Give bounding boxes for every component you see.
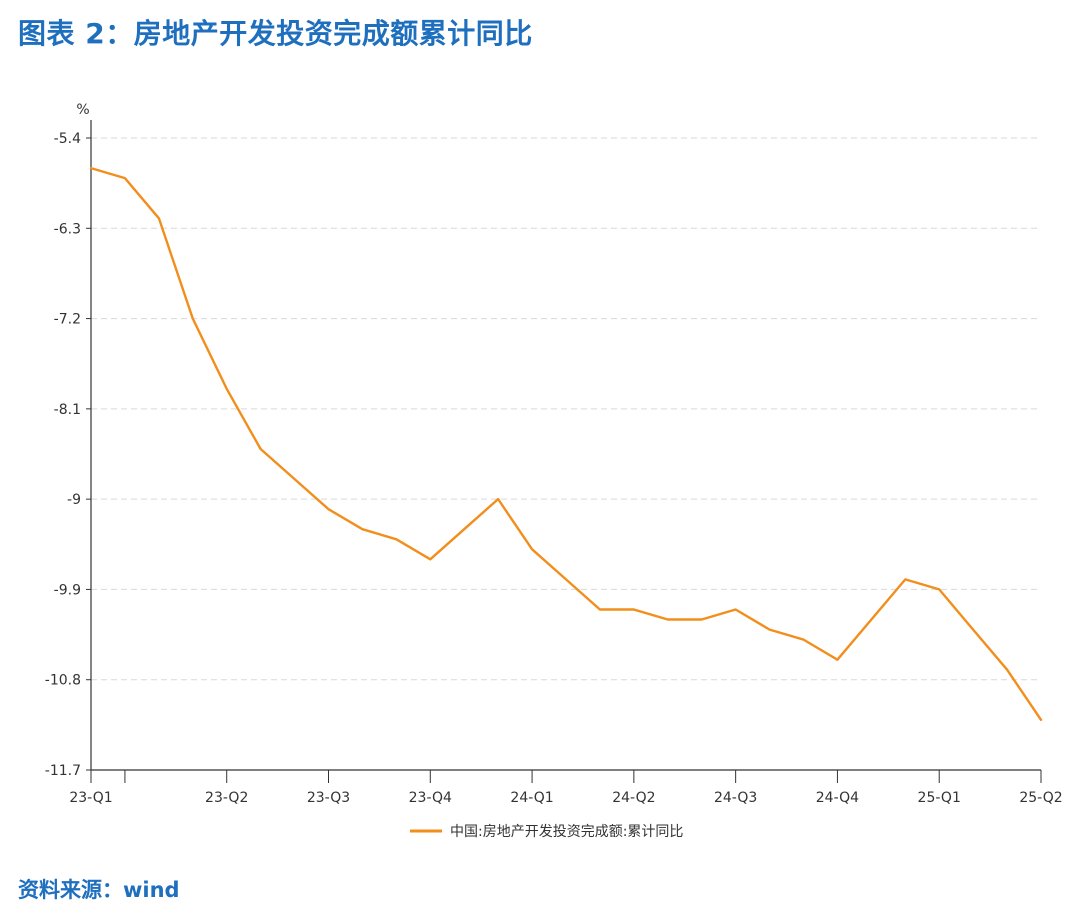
x-tick-label: 25-Q2 — [1019, 790, 1062, 806]
line-chart: -5.4 -6.3 -7.2 -8.1 -9 -9.9 -10.8 -11.7% 23-Q1 23… — [45, 102, 1063, 840]
y-tick-label: -8.1 — [54, 402, 81, 418]
x-tick-label: 23-Q2 — [205, 790, 248, 806]
y-tick-label: -10.8 — [45, 673, 81, 689]
legend: 中国:房地产开发投资完成额:累计同比 — [410, 824, 683, 840]
x-tick-label: 23-Q4 — [409, 790, 452, 806]
y-axis-unit: % — [76, 102, 89, 118]
x-tick-label: 24-Q3 — [714, 790, 757, 806]
x-tick-label: 23-Q1 — [69, 790, 112, 806]
x-tick-label: 24-Q2 — [612, 790, 655, 806]
legend-label: 中国:房地产开发投资完成额:累计同比 — [450, 824, 683, 840]
y-tick-label: -6.3 — [54, 221, 81, 237]
series-layer — [89, 166, 1043, 721]
x-tick-label: 24-Q1 — [510, 790, 553, 806]
x-tick-label: 25-Q1 — [918, 790, 961, 806]
y-tick-label: -11.7 — [45, 763, 81, 779]
axes: -5.4 -6.3 -7.2 -8.1 -9 -9.9 -10.8 -11.7% 23-Q1 23… — [45, 102, 1063, 806]
y-tick-label: -9.9 — [54, 582, 81, 598]
source-note: 资料来源：wind — [18, 878, 180, 902]
grid-lines — [91, 137, 1041, 681]
x-tick-label: 23-Q3 — [307, 790, 350, 806]
y-tick-label: -9 — [67, 492, 81, 508]
x-tick-label: 24-Q4 — [816, 790, 859, 806]
series-line — [89, 166, 1043, 721]
y-tick-label: -7.2 — [54, 312, 81, 328]
page-title: 图表 2：房地产开发投资完成额累计同比 — [18, 17, 533, 50]
y-tick-label: -5.4 — [54, 131, 81, 147]
